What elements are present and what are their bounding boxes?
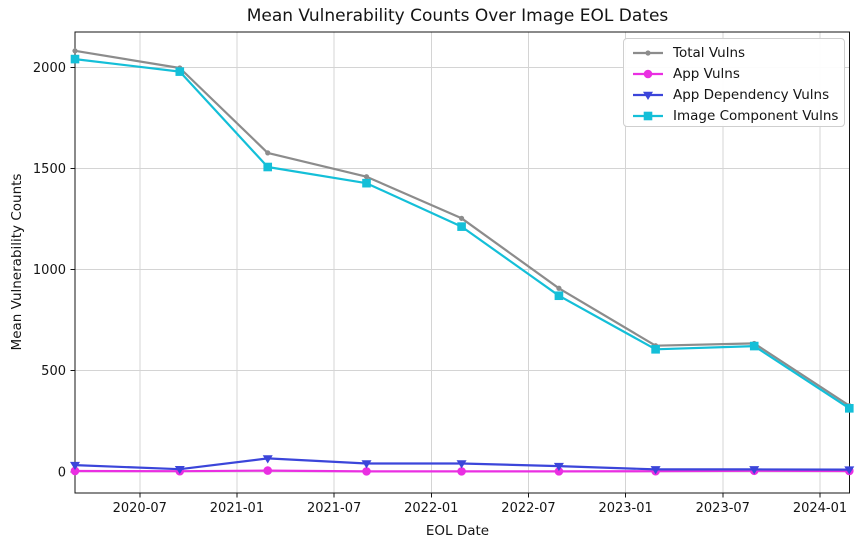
- legend-marker-circle: [633, 69, 663, 78]
- legend-label: App Vulns: [673, 65, 740, 82]
- y-tick-label: 1500: [33, 162, 66, 177]
- legend-entry: Total Vulns: [632, 42, 844, 63]
- x-tick-label: 2021-07: [307, 501, 361, 516]
- legend-label: App Dependency Vulns: [673, 86, 830, 103]
- x-tick-label: 2021-01: [210, 501, 264, 516]
- x-tick-label: 2023-07: [696, 501, 750, 516]
- x-tick-label: 2020-07: [113, 501, 167, 516]
- legend-entry: Image Component Vulns: [632, 105, 844, 126]
- plot-border: [74, 31, 850, 494]
- axis-tick-labels: 2020-07 2021-01 2021-07 2022-01 2022-07 2023-…: [33, 61, 847, 516]
- axis-ticks: [70, 67, 821, 498]
- x-tick-label: 2022-07: [501, 501, 555, 516]
- x-axis-label: EOL Date: [425, 523, 490, 539]
- x-tick-label: 2023-01: [598, 501, 652, 516]
- series-image-component-vulns: [70, 54, 854, 413]
- series-app-dependency-vulns: [70, 455, 855, 475]
- legend-marker-triangle-down: [633, 91, 663, 100]
- x-tick-label: 2022-01: [404, 501, 458, 516]
- legend-marker-square: [633, 111, 663, 120]
- legend-label: Image Component Vulns: [673, 107, 839, 124]
- chart-title: Mean Vulnerability Counts Over Image EOL…: [246, 6, 669, 26]
- x-tick-label: 2024-01: [793, 501, 847, 516]
- y-tick-label: 0: [58, 465, 66, 480]
- legend-entry: App Dependency Vulns: [632, 84, 844, 105]
- y-tick-label: 1000: [33, 263, 66, 278]
- y-axis-label: Mean Vulnerability Counts: [9, 173, 25, 351]
- legend-label: Total Vulns: [673, 44, 746, 61]
- legend-marker-dot: [633, 49, 663, 56]
- legend: Total Vulns App Vulns App Dependency Vulns…: [623, 38, 845, 127]
- legend-entry: App Vulns: [632, 63, 844, 84]
- y-tick-label: 2000: [33, 61, 66, 76]
- y-tick-label: 500: [41, 364, 66, 379]
